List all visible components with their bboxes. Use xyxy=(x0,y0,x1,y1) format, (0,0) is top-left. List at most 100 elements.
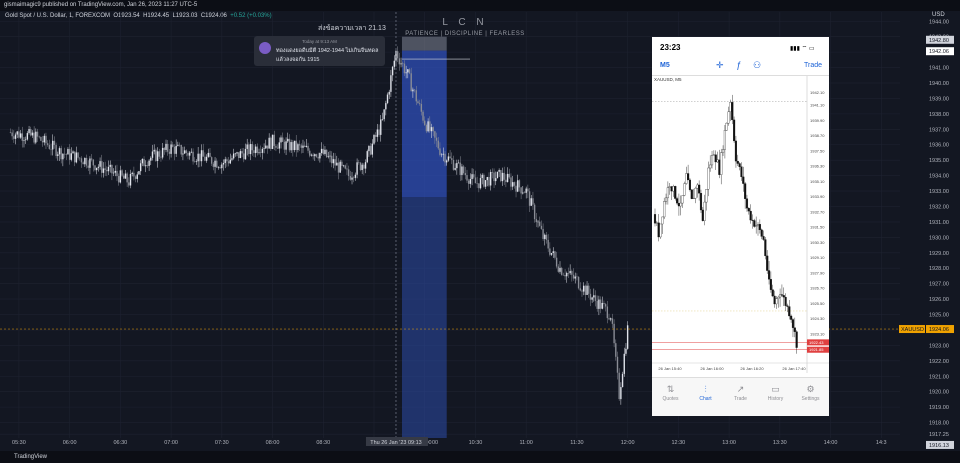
candle-body xyxy=(82,162,84,165)
candle-body xyxy=(136,174,138,179)
phone-chart[interactable]: 1942.10 1941.10 1939.90 1938.70 1937.50 1936.… xyxy=(652,75,829,373)
price-tick-17: 1927.00 xyxy=(929,282,949,288)
tab-history[interactable]: ▭ History xyxy=(758,384,793,402)
price-label-3: 1916.13 xyxy=(929,443,949,449)
time-tick-11: 11:30 xyxy=(570,440,583,446)
candle-body xyxy=(248,144,250,155)
phone-candle-body xyxy=(672,186,675,192)
candle-body xyxy=(366,151,368,163)
candle-body xyxy=(434,131,436,138)
candle-body xyxy=(626,325,629,349)
time-tick-13: 12:30 xyxy=(671,440,685,446)
tab-chart[interactable]: ⫶ Chart xyxy=(688,384,723,402)
candle-body xyxy=(405,72,407,74)
phone-bid-label: 1922.43 xyxy=(809,340,824,345)
candle-body xyxy=(276,147,279,149)
candle-body xyxy=(489,172,492,186)
tab-label: Settings xyxy=(801,396,820,402)
candle-body xyxy=(437,140,439,149)
candle-body xyxy=(65,154,67,155)
candle-body xyxy=(50,148,52,150)
candle-body xyxy=(107,166,110,172)
phone-candle-body xyxy=(747,207,750,212)
phone-candle-body xyxy=(729,102,732,113)
candle-body xyxy=(145,165,147,167)
tab-label: Quotes xyxy=(662,396,679,402)
candle-body xyxy=(295,140,297,150)
candle-body xyxy=(90,158,93,160)
phone-candle-body xyxy=(699,193,703,211)
phone-candle-body xyxy=(720,152,723,175)
candle-body xyxy=(148,160,150,166)
tab-quotes[interactable]: ⇅ Quotes xyxy=(653,384,688,402)
price-label-box-3 xyxy=(926,440,954,449)
candle-body xyxy=(229,159,231,164)
candle-body xyxy=(439,148,441,155)
candle-body xyxy=(572,274,575,279)
candle-body xyxy=(623,353,625,374)
candle-body xyxy=(303,145,306,147)
candle-body xyxy=(21,133,23,141)
crosshair-time-suffix: 00 xyxy=(432,440,438,446)
phone-candle-body xyxy=(766,255,769,271)
candle-body xyxy=(603,302,605,305)
currency-label: USD xyxy=(932,12,945,18)
time-axis: 05:3006:0006:3007:0007:3008:0008:3010:00… xyxy=(12,437,887,446)
trade-button[interactable]: Trade xyxy=(804,62,823,69)
phone-candle-body xyxy=(775,298,778,305)
phone-price-tick-5: 1936.30 xyxy=(810,164,825,169)
phone-price-tick-3: 1938.70 xyxy=(810,133,825,138)
function-icon[interactable]: ƒ xyxy=(736,60,742,70)
candle-body xyxy=(175,145,177,154)
watermark-subtitle: PATIENCE | DISCIPLINE | FEARLESS xyxy=(405,31,525,37)
candle-body xyxy=(598,299,600,309)
candle-body xyxy=(373,135,375,144)
candle-body xyxy=(241,151,243,154)
phone-price-tick-4: 1937.50 xyxy=(810,148,825,153)
candle-body xyxy=(332,159,335,164)
candle-body xyxy=(334,159,336,166)
candle-body xyxy=(510,177,512,187)
phone-candle-body xyxy=(760,229,763,237)
candle-body xyxy=(111,164,113,174)
candle-body xyxy=(224,159,226,163)
candle-body xyxy=(456,163,458,169)
candle-body xyxy=(94,165,96,171)
candle-body xyxy=(297,144,299,150)
candle-body xyxy=(75,152,78,163)
objects-icon[interactable]: ⚇ xyxy=(753,60,762,70)
tab-label: History xyxy=(767,396,784,402)
candle-body xyxy=(488,176,490,186)
phone-price-tick-15: 1924.30 xyxy=(810,316,825,321)
candle-body xyxy=(278,142,281,149)
timeframe-button[interactable]: M5 xyxy=(660,62,670,69)
candle-body xyxy=(474,177,477,184)
candle-body xyxy=(14,134,17,139)
candle-body xyxy=(134,176,137,179)
candle-body xyxy=(459,162,461,175)
candle-body xyxy=(26,133,29,140)
candle-body xyxy=(522,192,524,194)
crosshair-icon[interactable]: ✛ xyxy=(716,60,724,70)
candle-body xyxy=(395,51,397,61)
candle-body xyxy=(123,175,125,179)
candle-body xyxy=(452,159,455,170)
candle-body xyxy=(129,173,132,186)
tab-trade[interactable]: ↗ Trade xyxy=(723,384,758,402)
candle-body xyxy=(320,148,323,154)
candle-body xyxy=(60,148,62,160)
candle-body xyxy=(410,73,412,92)
candle-body xyxy=(549,248,551,255)
phone-candle-body xyxy=(756,224,760,226)
candle-body xyxy=(30,129,32,136)
candle-body xyxy=(449,156,451,159)
candle-body xyxy=(601,302,603,309)
candle-body xyxy=(515,185,517,192)
candle-body xyxy=(231,158,233,160)
tab-settings[interactable]: ⚙ Settings xyxy=(793,384,828,402)
symbol-label-box xyxy=(899,325,925,334)
phone-candle-body xyxy=(791,319,795,328)
publish-info-bar: gismaimagic9 published on TradingView.co… xyxy=(0,0,960,11)
candle-body xyxy=(435,137,438,141)
phone-candle-body xyxy=(664,197,668,202)
